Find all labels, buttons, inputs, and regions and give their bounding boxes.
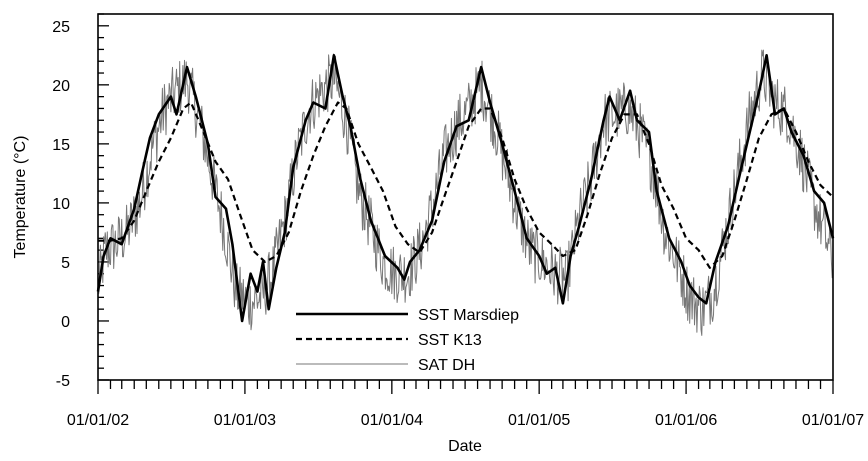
y-tick-label: 25 xyxy=(52,19,70,36)
legend: SST Marsdiep SST K13 SAT DH xyxy=(296,307,519,374)
y-axis-tick-labels: -5 0 5 10 15 20 25 xyxy=(52,19,70,390)
x-axis-tick-labels: 01/01/02 01/01/03 01/01/04 01/01/05 01/01/06… xyxy=(67,412,864,429)
y-tick-label: 15 xyxy=(52,137,70,154)
x-tick-label: 01/01/02 xyxy=(67,412,129,429)
plot-frame xyxy=(97,13,834,381)
legend-label: SST K13 xyxy=(418,332,482,349)
series-layer xyxy=(96,49,835,336)
y-tick-label: 20 xyxy=(52,78,70,95)
x-axis-ticks xyxy=(97,380,834,394)
y-tick-label: 0 xyxy=(61,314,70,331)
x-tick-label: 01/01/05 xyxy=(508,412,570,429)
y-axis-ticks xyxy=(98,13,109,381)
x-axis-label: Date xyxy=(448,438,482,455)
y-tick-label: 5 xyxy=(61,255,70,272)
y-tick-label: 10 xyxy=(52,196,70,213)
series-line-sst-marsdiep xyxy=(96,54,835,323)
x-tick-label: 01/01/07 xyxy=(802,412,864,429)
series-line-sst-k13 xyxy=(98,101,834,269)
y-tick-label: -5 xyxy=(56,373,70,390)
y-axis-label: Temperature (°C) xyxy=(12,136,29,259)
x-tick-label: 01/01/04 xyxy=(361,412,423,429)
x-tick-label: 01/01/06 xyxy=(655,412,717,429)
legend-label: SST Marsdiep xyxy=(418,307,519,324)
series-line-sat-dh xyxy=(97,49,834,336)
x-tick-label: 01/01/03 xyxy=(214,412,276,429)
legend-label: SAT DH xyxy=(418,357,475,374)
